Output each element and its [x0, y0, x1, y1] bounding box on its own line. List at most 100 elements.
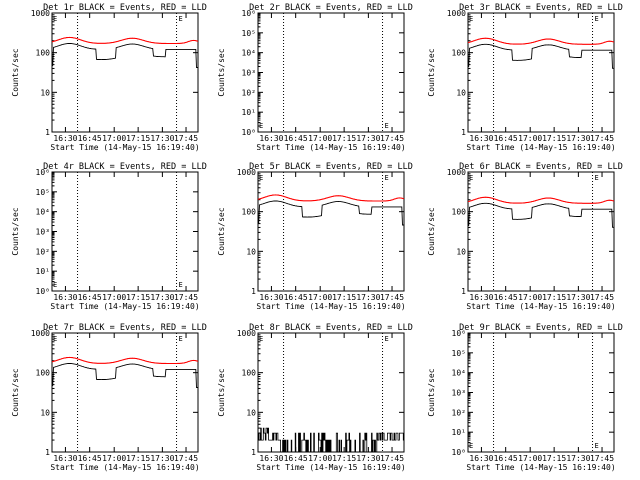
panel-4-plot-frame [51, 171, 199, 292]
panel-9-event-marker-end: E [595, 442, 599, 450]
panel-6-series-lld [467, 196, 615, 204]
panel-3-ytick-label: 1 [461, 128, 466, 137]
panel-5-xtick-label: 17:00 [308, 293, 332, 302]
panel-2-xtick-label: 17:00 [308, 134, 332, 143]
panel-9-ytick-label: 10¹ [452, 428, 466, 437]
panel-7-ylabel: Counts/sec [11, 368, 20, 416]
panel-9-xlabel: Start Time (14-May-15 16:19:40) [466, 463, 615, 472]
panel-7-plot-frame [51, 332, 199, 453]
panel-7-xtick-label: 17:30 [150, 454, 174, 463]
panel-9-event-marker-start: E [469, 442, 473, 450]
panel-1-ytick-label: 100 [36, 49, 51, 58]
panel-3-xtick-label: 17:30 [566, 134, 590, 143]
panel-1-xtick-label: 16:45 [78, 134, 102, 143]
panel-8-ytick-label: 10 [246, 408, 256, 417]
panel-3-series-lld [467, 37, 615, 45]
panel-9-plot-frame [467, 332, 615, 453]
panel-5-title: Det 5r BLACK = Events, RED = LLD [249, 162, 413, 172]
panel-4-xtick-label: 17:00 [102, 293, 126, 302]
panel-5-xlabel: Start Time (14-May-15 16:19:40) [256, 302, 405, 311]
panel-1-xtick-label: 17:30 [150, 134, 174, 143]
panel-1-event-marker-start: E [53, 15, 57, 23]
panel-9-xtick-label: 16:30 [469, 454, 493, 463]
panel-9-xtick-label: 16:45 [494, 454, 518, 463]
panel-3-title: Det 3r BLACK = Events, RED = LLD [459, 3, 623, 13]
panel-5-xtick-label: 17:15 [332, 293, 356, 302]
panel-8-series-events [258, 427, 404, 453]
panel-9-xtick-label: 17:30 [566, 454, 590, 463]
panel-3-ytick-label: 1000 [447, 9, 466, 18]
panel-1-ytick-label: 1 [45, 128, 50, 137]
panel-6-xtick-label: 16:45 [494, 293, 518, 302]
panel-2-ytick-label: 10⁰ [242, 128, 256, 137]
panel-6-ytick-label: 1000 [447, 168, 466, 177]
panel-6-ytick-label: 1 [461, 287, 466, 296]
panel-2-xtick-label: 16:30 [259, 134, 283, 143]
panel-1-xtick-label: 16:30 [53, 134, 77, 143]
panel-9-ytick-label: 10⁰ [452, 448, 466, 457]
panel-9-ytick-label: 10⁶ [452, 329, 466, 338]
panel-6-xtick-label: 17:30 [566, 293, 590, 302]
panel-8-ytick-label: 1 [251, 448, 256, 457]
panel-2-xlabel: Start Time (14-May-15 16:19:40) [256, 143, 405, 152]
panel-2-xtick-label: 16:45 [284, 134, 308, 143]
panel-5-ytick-label: 1000 [237, 168, 256, 177]
panel-9-xtick-label: 17:45 [590, 454, 614, 463]
panel-3-ytick-label: 10 [456, 88, 466, 97]
panel-4-event-marker-end: E [179, 281, 183, 289]
panel-3-xlabel: Start Time (14-May-15 16:19:40) [466, 143, 615, 152]
panel-6-title: Det 6r BLACK = Events, RED = LLD [459, 162, 623, 172]
panel-5-xtick-label: 17:30 [356, 293, 380, 302]
panel-5-plot-frame [257, 171, 405, 292]
panel-2-event-marker-end: E [385, 122, 389, 130]
panel-5-ytick-label: 10 [246, 247, 256, 256]
panel-8-xtick-label: 16:30 [259, 454, 283, 463]
panel-3-xtick-label: 17:15 [542, 134, 566, 143]
panel-9-xtick-label: 17:15 [542, 454, 566, 463]
panel-1-xtick-label: 17:15 [126, 134, 150, 143]
panel-1-xtick-label: 17:45 [174, 134, 198, 143]
panel-2-ytick-label: 10¹ [242, 108, 256, 117]
panel-3-xtick-label: 17:45 [590, 134, 614, 143]
panel-2-ytick-label: 10⁵ [242, 29, 256, 38]
panel-5-ytick-label: 100 [242, 208, 257, 217]
panel-9-ytick-label: 10⁵ [452, 349, 466, 358]
panel-4-ytick-label: 10⁰ [36, 287, 50, 296]
panel-7-ytick-label: 10 [40, 408, 50, 417]
panel-8-xlabel: Start Time (14-May-15 16:19:40) [256, 463, 405, 472]
panel-7-xtick-label: 17:45 [174, 454, 198, 463]
panel-5-ylabel: Counts/sec [217, 207, 226, 255]
panel-3-xtick-label: 16:45 [494, 134, 518, 143]
panel-1-ytick-label: 1000 [31, 9, 50, 18]
panel-2-ytick-label: 10² [242, 88, 256, 97]
panel-6-ytick-label: 100 [452, 208, 467, 217]
panel-6-event-marker-start: E [469, 174, 473, 182]
panel-8-ytick-label: 100 [242, 369, 257, 378]
panel-2-xtick-label: 17:15 [332, 134, 356, 143]
panel-1-title: Det 1r BLACK = Events, RED = LLD [43, 3, 207, 13]
panel-7-xtick-label: 16:45 [78, 454, 102, 463]
panel-7-xtick-label: 17:15 [126, 454, 150, 463]
panel-4-event-marker-start: E [53, 281, 57, 289]
panel-1-ylabel: Counts/sec [11, 48, 20, 96]
panel-2-title: Det 2r BLACK = Events, RED = LLD [249, 3, 413, 13]
panel-4-xlabel: Start Time (14-May-15 16:19:40) [50, 302, 199, 311]
panel-2-event-marker-start: E [259, 122, 263, 130]
panel-7-series-lld [51, 356, 199, 365]
panel-1-series-events [51, 43, 198, 68]
panel-8-ylabel: Counts/sec [217, 368, 226, 416]
panel-4-title: Det 4r BLACK = Events, RED = LLD [43, 162, 207, 172]
panel-4-ytick-label: 10⁴ [36, 208, 50, 217]
panel-5-series-lld [257, 194, 405, 202]
panel-4-xtick-label: 17:45 [174, 293, 198, 302]
panel-2-ytick-label: 10⁴ [242, 49, 256, 58]
panel-5-series-events [257, 200, 404, 226]
panel-2-ytick-label: 10⁶ [242, 9, 256, 18]
panel-6-xtick-label: 17:15 [542, 293, 566, 302]
panel-7-event-marker-end: E [179, 335, 183, 343]
panel-6-ytick-label: 10 [456, 247, 466, 256]
panel-7-xtick-label: 16:30 [53, 454, 77, 463]
panel-7-series-events [51, 363, 198, 388]
panel-8-xtick-label: 16:45 [284, 454, 308, 463]
